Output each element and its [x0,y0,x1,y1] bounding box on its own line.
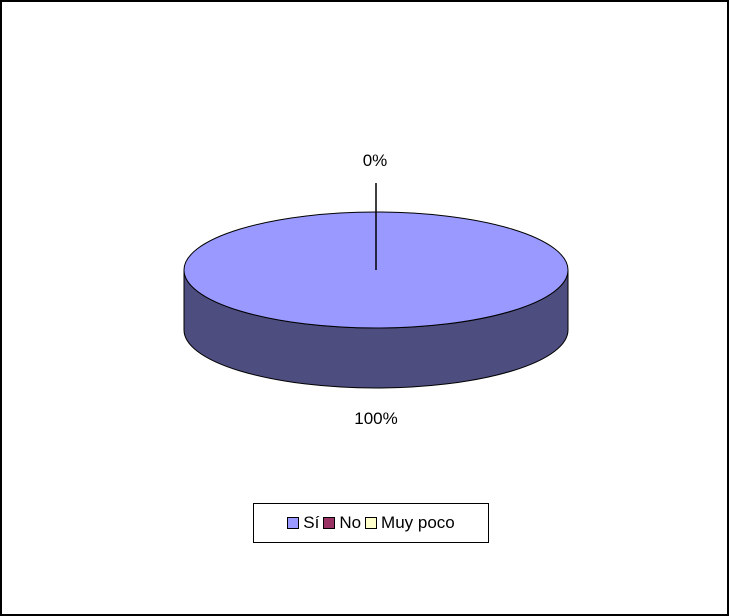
legend-swatch-muy-poco [365,517,378,529]
data-label-si: 100% [354,409,397,428]
legend-item-muy-poco: Muy poco [365,513,455,533]
legend-label-si: Sí [303,513,320,532]
pie-3d [183,183,569,389]
legend-swatch-si [287,517,300,529]
legend-label-muy-poco: Muy poco [381,513,455,532]
legend-swatch-no [323,517,336,529]
legend-item-si: Sí [287,513,319,533]
legend: Sí No Muy poco [253,503,489,543]
legend-label-no: No [339,513,362,532]
legend-item-no: No [323,513,361,533]
data-label-no: 0% [363,151,388,170]
